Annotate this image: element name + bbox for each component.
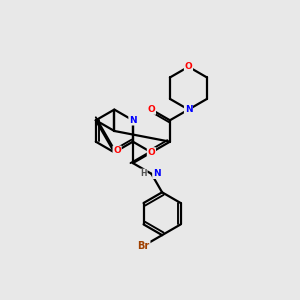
Text: N: N <box>153 169 160 178</box>
Text: N: N <box>129 116 137 125</box>
Text: O: O <box>184 62 192 71</box>
Text: Br: Br <box>137 241 150 251</box>
Text: O: O <box>113 146 121 155</box>
Text: O: O <box>148 105 155 114</box>
Text: H: H <box>140 169 147 178</box>
Text: N: N <box>185 105 192 114</box>
Text: O: O <box>148 148 155 157</box>
